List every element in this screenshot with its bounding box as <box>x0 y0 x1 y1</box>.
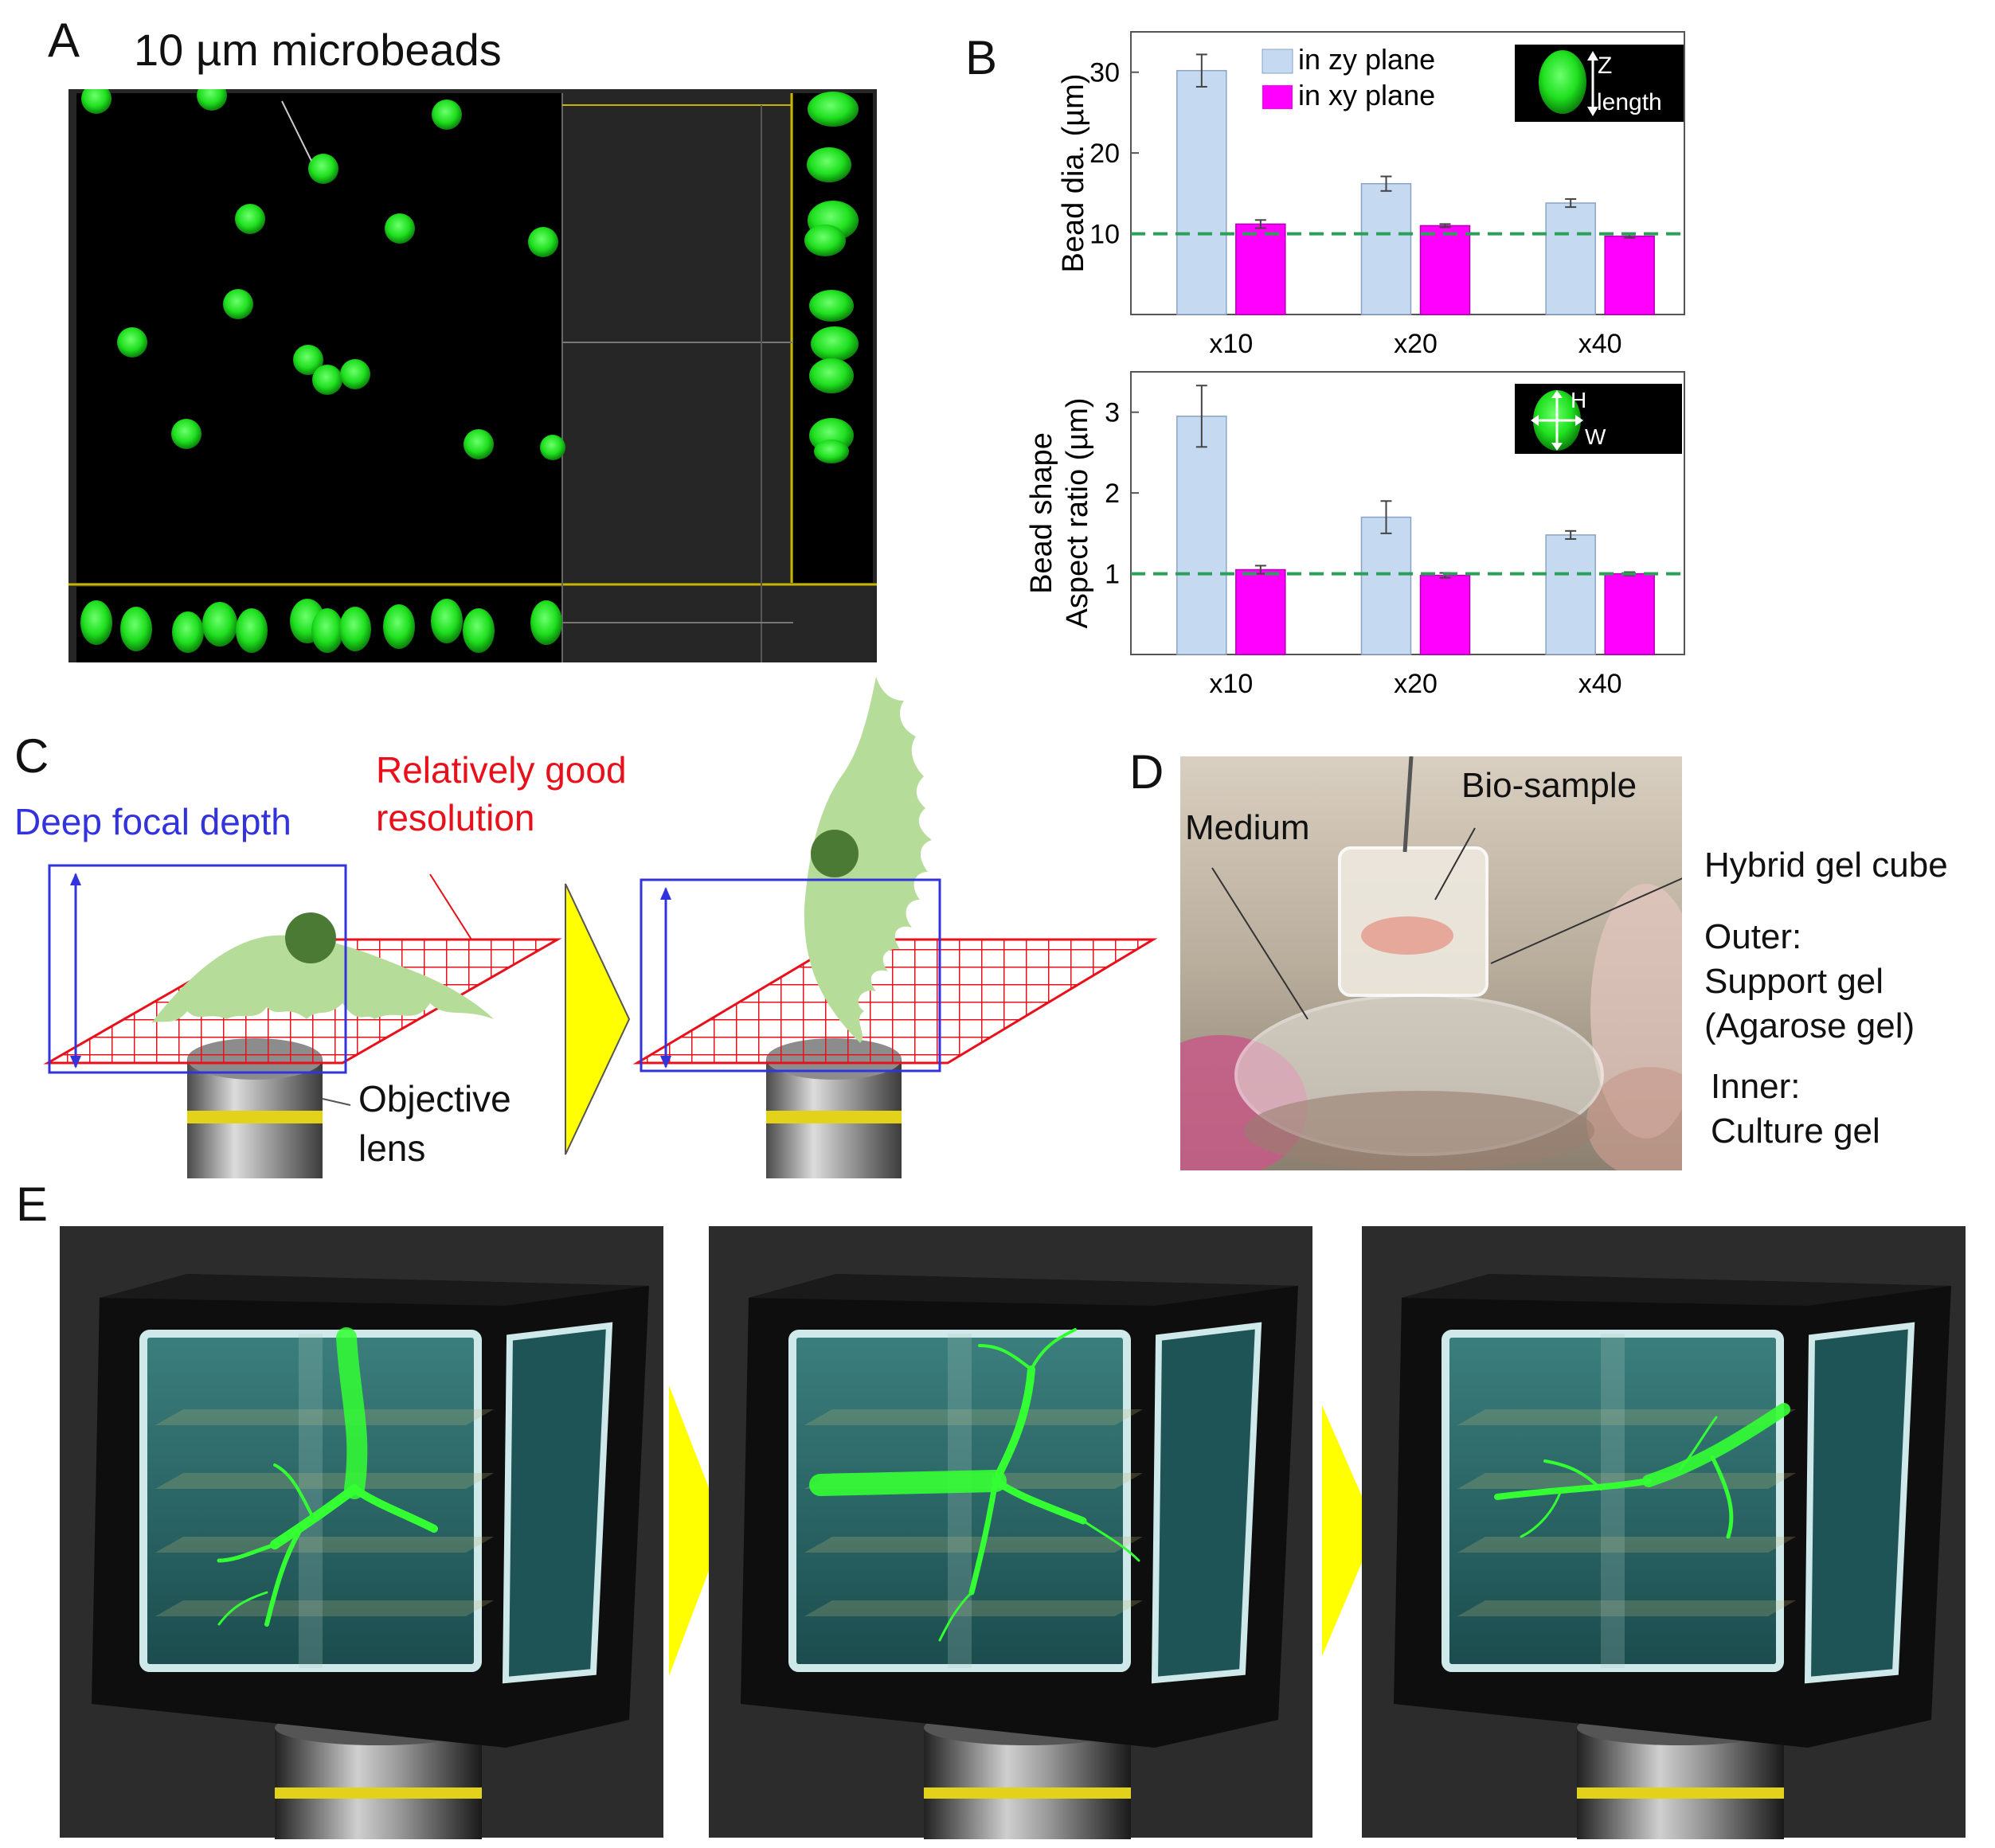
inset-h-w: H W <box>1515 384 1682 454</box>
hybrid-cube-label: Hybrid gel cube <box>1704 846 1948 885</box>
cell-left <box>151 935 494 1023</box>
x-tick-label: x10 <box>1209 329 1253 358</box>
legend-label-xy: in xy plane <box>1298 79 1435 111</box>
objective-label-1: Objective <box>358 1078 511 1119</box>
focal-plane-grid-right <box>632 938 1158 1065</box>
bar-xy-x10 <box>1235 223 1286 315</box>
y-tick-label: 2 <box>1105 479 1120 509</box>
inset-length-label: length <box>1597 89 1662 115</box>
y-tick-label: 30 <box>1089 58 1120 88</box>
bar-zy-x10 <box>1176 69 1227 315</box>
y-tick-label: 3 <box>1105 398 1120 428</box>
panel-c-label: C <box>14 729 49 783</box>
inset-h-label: H <box>1571 388 1586 412</box>
focal-box-left <box>48 864 347 1074</box>
bar-zy-x40 <box>1545 534 1596 655</box>
bar-xy-x20 <box>1419 225 1471 315</box>
x-tick-label: x40 <box>1578 329 1622 358</box>
resolution-label-2: resolution <box>376 797 535 838</box>
outer-label: Outer: <box>1704 917 1802 956</box>
culture-gel-label: Culture gel <box>1711 1112 1880 1151</box>
bead-dots <box>81 89 565 460</box>
resolution-label-1: Relatively good <box>376 749 627 791</box>
biosample-label: Bio-sample <box>1461 766 1637 805</box>
microbead-image <box>68 89 877 662</box>
y-axis-label: Bead dia. (µm) <box>1057 74 1090 273</box>
bar-xy-x40 <box>1604 572 1655 655</box>
cube-view-2 <box>709 1226 1312 1839</box>
legend-swatch-zy <box>1262 49 1293 74</box>
gel-cube-rotation-sequence <box>0 1226 1995 1848</box>
y-tick-label: 10 <box>1089 220 1120 250</box>
deep-focal-label: Deep focal depth <box>14 801 291 842</box>
objective-label-2: lens <box>358 1127 426 1169</box>
bar-xy-x10 <box>1235 568 1286 655</box>
bar-zy-x20 <box>1360 182 1412 315</box>
agarose-gel-label: (Agarose gel) <box>1704 1006 1915 1045</box>
transition-arrow-c <box>565 883 631 1155</box>
bar-zy-x40 <box>1545 202 1596 315</box>
y-tick-label: 20 <box>1089 139 1120 169</box>
cube-view-1 <box>60 1226 663 1839</box>
panel-e-label: E <box>16 1178 49 1231</box>
bar-xy-x20 <box>1419 574 1471 655</box>
inner-label: Inner: <box>1711 1067 1801 1106</box>
x-tick-label: x20 <box>1394 669 1438 699</box>
x-tick-label: x10 <box>1209 669 1253 699</box>
cell-nucleus-left <box>285 912 336 963</box>
legend-swatch-xy <box>1262 85 1293 109</box>
x-tick-label: x40 <box>1578 669 1622 699</box>
panel-d-label: D <box>1129 745 1164 799</box>
panel-b-label: B <box>965 31 998 84</box>
bead-diameter-chart: 10 20 30 x10 x20 x40 Bead dia. (µm) in zy plan… <box>1057 31 1685 358</box>
inset-z-length: Z length <box>1515 45 1684 122</box>
panel-a-title: 10 µm microbeads <box>134 25 502 75</box>
cube-view-3 <box>1362 1226 1966 1839</box>
inset-w-label: W <box>1585 424 1606 449</box>
focal-box-right <box>640 878 941 1072</box>
x-tick-label: x20 <box>1394 329 1438 358</box>
y-axis-label-line2: Aspect ratio (µm) <box>1061 397 1094 628</box>
bar-zy-x20 <box>1360 516 1412 655</box>
bar-zy-x10 <box>1176 416 1227 655</box>
transition-arrow-e2 <box>1322 1405 1376 1656</box>
inset-z-label: Z <box>1598 53 1612 79</box>
cell-right <box>804 677 932 1043</box>
panel-a-label: A <box>48 14 80 67</box>
gel-cube-photo <box>1180 756 1682 1170</box>
medium-label: Medium <box>1185 808 1310 847</box>
legend-label-zy: in zy plane <box>1298 43 1435 76</box>
transition-arrow-e1 <box>669 1385 725 1676</box>
support-gel-label: Support gel <box>1704 962 1884 1001</box>
focal-depth-diagram <box>43 677 1158 1178</box>
cell-nucleus-right <box>811 830 859 877</box>
y-axis-label-line1: Bead shape <box>1027 432 1058 594</box>
y-tick-label: 1 <box>1105 560 1120 590</box>
bar-xy-x40 <box>1604 235 1655 315</box>
